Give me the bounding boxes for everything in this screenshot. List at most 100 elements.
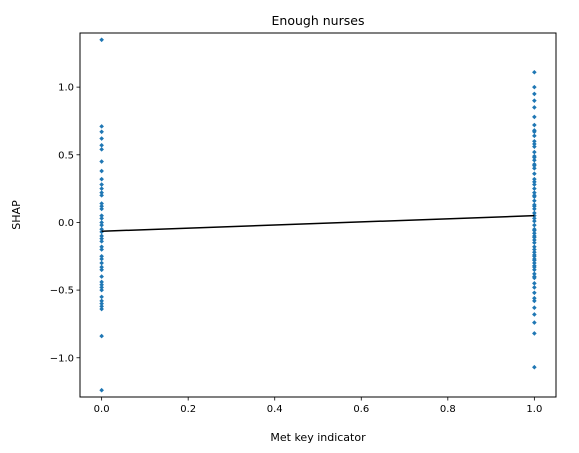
trend-line [101,214,535,232]
data-point [99,186,104,191]
data-point [532,193,537,198]
data-point [99,282,104,287]
data-point [532,182,537,187]
data-point [99,247,104,252]
data-point [532,331,537,336]
data-point [532,144,537,149]
data-point [532,171,537,177]
data-point [532,281,537,286]
data-point [99,176,104,182]
data-point [532,298,537,304]
data-point [532,216,537,221]
x-axis-label: Met key indicator [270,431,366,444]
data-point [532,179,537,185]
data-point [99,143,104,148]
data-point [532,222,537,228]
data-point [99,213,104,218]
data-point [532,218,537,224]
data-point [99,333,104,339]
data-point [532,264,537,270]
data-point [532,163,537,168]
data-point [99,216,104,221]
data-point [532,260,537,266]
data-point [99,201,104,206]
data-point [532,247,537,252]
data-point [99,147,104,152]
data-point [99,203,104,209]
data-point [532,320,537,325]
data-point [532,312,537,317]
data-point [99,298,104,304]
data-point [532,206,537,212]
data-point [99,229,104,235]
data-point [532,141,537,147]
data-point [532,128,537,133]
data-point [532,210,537,216]
x-tick-label: 0.8 [440,404,456,415]
data-point [532,98,537,103]
data-point [532,258,537,263]
data-point [532,198,537,204]
data-point [532,166,537,171]
data-point [99,274,104,279]
data-point [532,157,537,163]
data-point [99,124,104,129]
data-point [99,279,104,285]
x-tick-label: 0.0 [94,404,110,415]
data-point [532,105,537,110]
chart-title: Enough nurses [272,13,365,28]
data-point [532,267,537,273]
data-point [532,69,537,75]
data-point [99,226,104,232]
data-point [99,193,104,198]
y-tick-label: 1.0 [58,83,74,94]
data-point [532,176,537,182]
data-point [532,274,537,279]
data-point [99,159,104,164]
data-point [99,220,104,225]
data-point [99,222,104,228]
data-point [99,190,104,195]
data-point [532,114,537,120]
data-point [532,244,537,250]
data-point [532,285,537,290]
data-point [99,236,104,241]
data-point [532,84,537,90]
data-point [532,364,537,370]
data-point [99,287,104,293]
data-point [532,133,537,139]
data-point [532,240,537,246]
data-point [99,129,104,135]
plot-area [99,37,537,393]
x-tick-label: 0.4 [267,404,283,415]
data-point [99,301,104,306]
data-point [532,237,537,243]
data-point [99,260,104,266]
data-point [532,186,537,191]
plot-frame [79,32,557,398]
data-point [532,235,537,240]
data-point [99,244,104,250]
data-point [99,387,104,393]
data-point [99,304,104,309]
data-point [99,306,104,312]
y-axis-ticks: −1.0 −0.5 0.0 0.5 1.0 [50,83,80,364]
x-tick-label: 0.2 [180,404,196,415]
data-point [532,249,537,255]
data-point [532,228,537,233]
x-axis-ticks: 0.0 0.2 0.4 0.6 0.8 1.0 [94,397,542,415]
y-tick-label: −0.5 [50,286,74,297]
y-tick-label: 0.0 [58,218,74,229]
data-point [99,267,104,273]
data-point [99,168,104,174]
data-point [532,203,537,209]
data-point [532,295,537,301]
x-tick-label: 0.6 [353,404,369,415]
data-point [99,182,104,187]
data-point [532,230,537,236]
data-point [99,37,104,43]
y-tick-label: 0.5 [58,150,74,161]
data-point [99,253,104,259]
data-point [99,206,104,212]
